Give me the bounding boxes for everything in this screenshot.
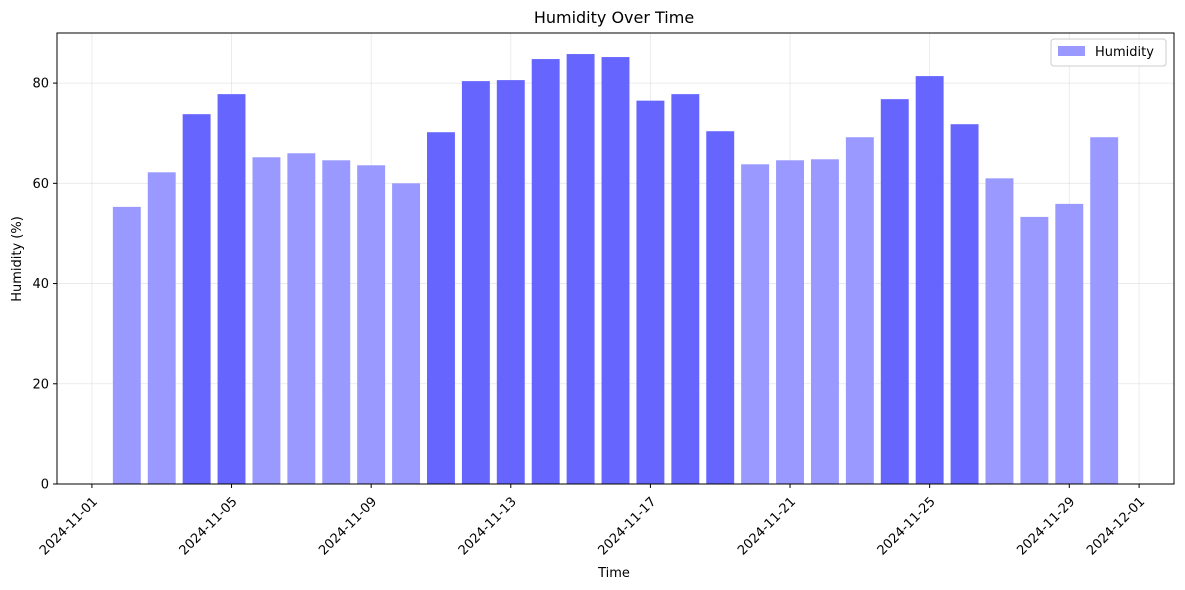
y-tick-label: 60 (32, 177, 49, 192)
bar-2024-11-13 (496, 80, 525, 485)
y-tick-label: 80 (32, 77, 49, 92)
x-tick-label: 2024-11-01 (37, 494, 101, 558)
bar-2024-11-14 (531, 59, 560, 485)
y-tick-label: 0 (41, 478, 49, 493)
x-axis-ticks: 2024-11-01 2024-11-05 2024-11-09 2024-11-13… (37, 484, 1148, 558)
legend-label: Humidity (1095, 45, 1154, 60)
bar-2024-11-26 (950, 124, 979, 485)
y-axis-ticks: 0 20 40 60 80 (32, 77, 57, 493)
x-tick-label: 2024-11-25 (875, 494, 939, 558)
bar-2024-11-27 (985, 178, 1014, 485)
bar-2024-11-06 (252, 157, 281, 484)
x-tick-label: 2024-11-05 (177, 494, 241, 558)
x-tick-label: 2024-11-09 (316, 494, 380, 558)
x-tick-label: 2024-11-29 (1014, 494, 1078, 558)
bar-2024-11-29 (1055, 203, 1084, 484)
bar-2024-11-11 (427, 132, 455, 484)
bar-2024-11-09 (357, 165, 386, 484)
bar-2024-11-25 (915, 76, 944, 485)
bar-2024-11-17 (636, 100, 665, 485)
bar-2024-11-21 (776, 160, 804, 484)
bar-2024-11-04 (182, 114, 211, 485)
x-tick-label: 2024-11-13 (456, 494, 520, 558)
legend-box (1050, 38, 1167, 67)
bars (112, 54, 1119, 485)
bar-2024-11-05 (217, 94, 246, 484)
y-tick-label: 20 (32, 377, 49, 392)
bar-2024-11-22 (810, 159, 839, 484)
bar-2024-11-24 (880, 99, 909, 484)
bar-2024-11-10 (392, 183, 421, 485)
legend: Humidity (1050, 38, 1167, 67)
bar-2024-11-18 (671, 94, 700, 484)
x-axis-label: Time (597, 566, 630, 581)
x-tick-label: 2024-11-21 (735, 494, 799, 558)
x-tick-label: 2024-12-01 (1084, 494, 1148, 558)
bar-2024-11-02 (112, 206, 141, 484)
bar-2024-11-20 (741, 164, 770, 484)
y-tick-label: 40 (32, 277, 49, 292)
bar-2024-11-07 (287, 153, 316, 484)
x-tick-label: 2024-11-17 (595, 494, 659, 558)
bar-2024-11-19 (706, 131, 735, 484)
plot-frame (56, 32, 1175, 485)
y-axis-label: Humidity (%) (10, 216, 25, 302)
bar-2024-11-12 (461, 81, 490, 485)
bar-2024-11-03 (147, 172, 176, 484)
bar-2024-11-08 (322, 160, 351, 484)
legend-swatch (1058, 46, 1085, 56)
chart-title: Humidity Over Time (534, 8, 694, 27)
bar-2024-11-30 (1090, 137, 1119, 484)
bar-2024-11-23 (845, 137, 874, 484)
bar-2024-11-16 (601, 57, 630, 484)
bar-2024-11-15 (566, 54, 595, 485)
bar-2024-11-28 (1020, 216, 1049, 484)
